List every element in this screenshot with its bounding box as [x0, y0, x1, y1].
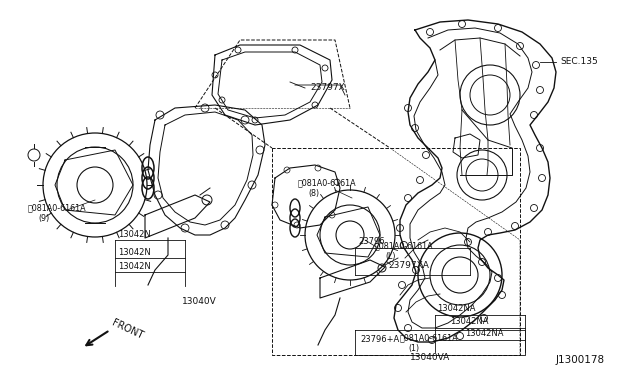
Text: 13042NA: 13042NA — [465, 329, 504, 338]
Text: Ⓑ081A0-6161A: Ⓑ081A0-6161A — [28, 203, 86, 212]
Text: (8): (8) — [308, 189, 319, 198]
Text: Ⓑ081A0-6161A: Ⓑ081A0-6161A — [400, 333, 459, 342]
Text: 13042NA: 13042NA — [450, 317, 488, 326]
Text: 13040VA: 13040VA — [410, 353, 450, 362]
Text: 23797XA: 23797XA — [388, 260, 429, 269]
Text: 23797X: 23797X — [310, 83, 345, 93]
Text: FRONT: FRONT — [110, 317, 145, 341]
Text: J1300178: J1300178 — [556, 355, 605, 365]
Text: (L): (L) — [385, 252, 396, 261]
Text: 13042N: 13042N — [118, 248, 151, 257]
Text: 13042NA: 13042NA — [437, 304, 476, 313]
Text: 23796+A: 23796+A — [360, 336, 399, 344]
Text: (9): (9) — [38, 214, 49, 223]
Text: 23796: 23796 — [358, 237, 385, 246]
Text: Ⓑ081A0-6161A: Ⓑ081A0-6161A — [298, 178, 356, 187]
Text: 13042N: 13042N — [118, 230, 151, 239]
Text: SEC.135: SEC.135 — [560, 58, 598, 67]
Text: 13042N: 13042N — [118, 262, 151, 271]
Text: 13040V: 13040V — [182, 298, 217, 307]
Text: Ⓑ081A0-6161A: Ⓑ081A0-6161A — [375, 241, 434, 250]
Text: (1): (1) — [408, 344, 419, 353]
